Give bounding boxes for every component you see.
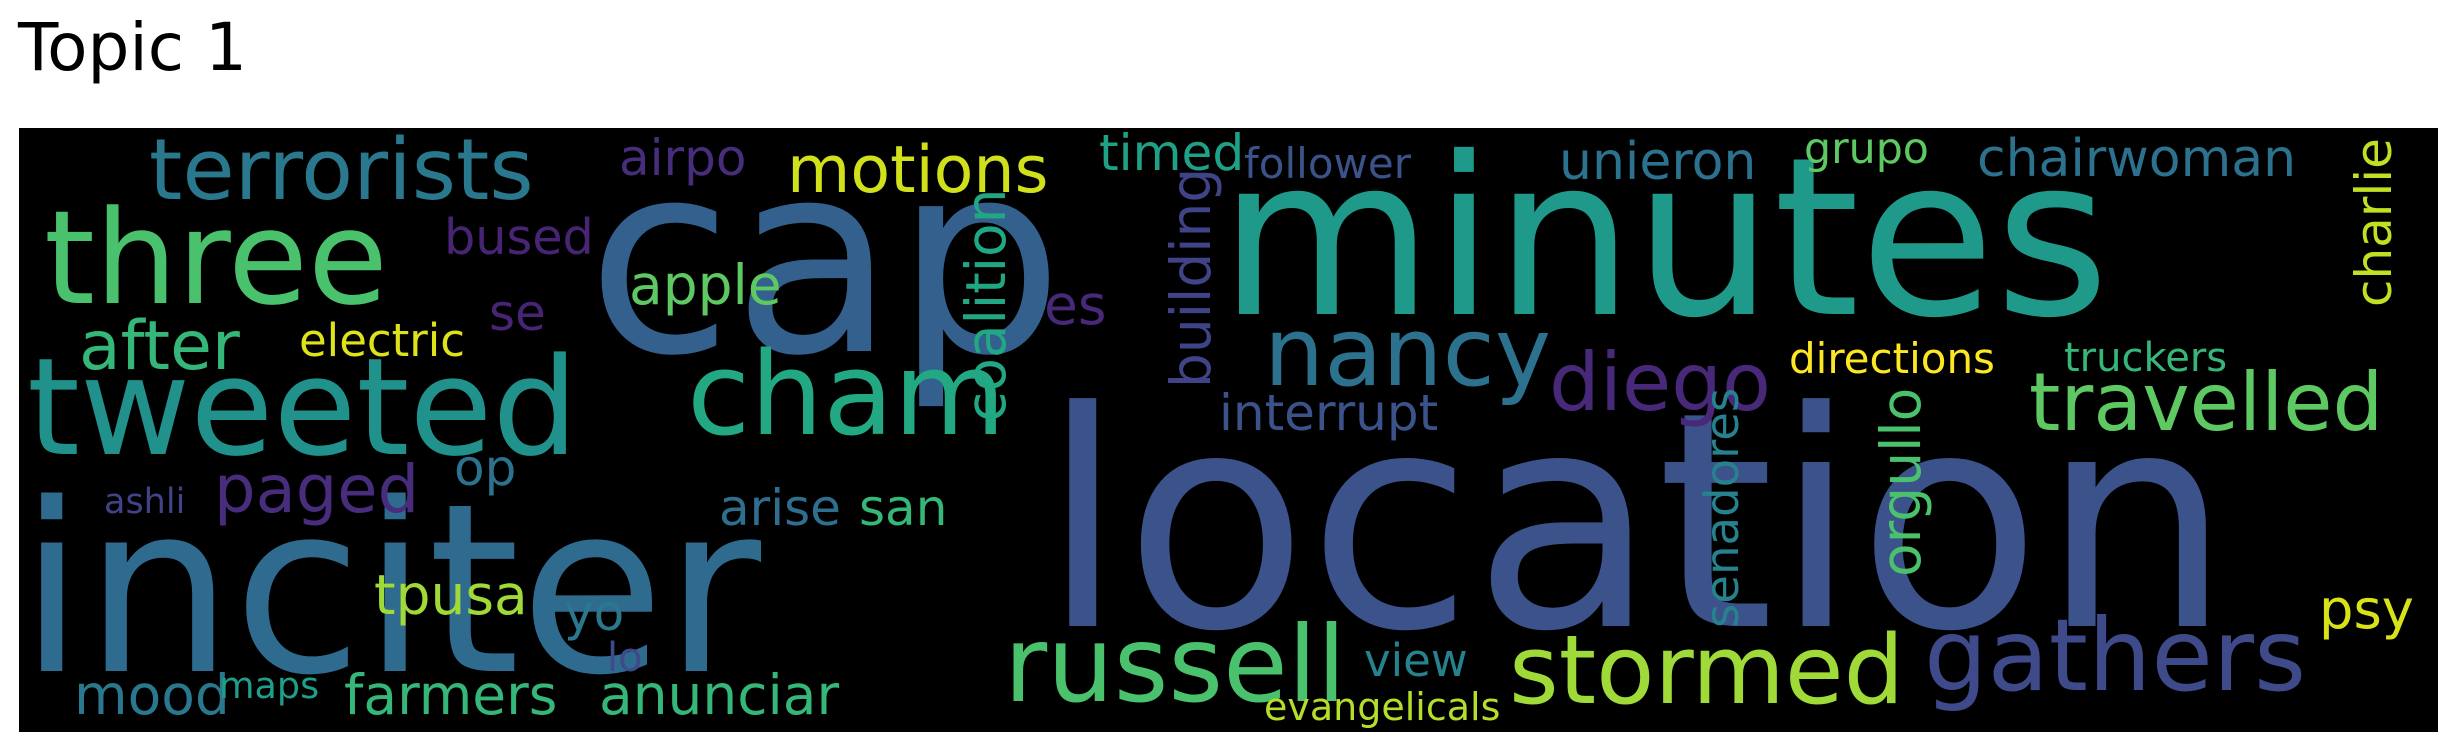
word-apple: apple xyxy=(629,253,782,317)
word-truckers: truckers xyxy=(2064,335,2228,381)
word-cham: cham xyxy=(687,328,1006,462)
word-gathers: gathers xyxy=(1924,597,2307,714)
word-travelled: travelled xyxy=(2029,356,2384,449)
word-anunciar: anunciar xyxy=(599,663,840,727)
word-tpusa: tpusa xyxy=(374,563,528,627)
word-es: es xyxy=(1044,273,1107,337)
word-cap: cap xyxy=(587,128,1064,414)
word-psy: psy xyxy=(2319,578,2414,641)
word-op: op xyxy=(454,439,517,497)
word-three: three xyxy=(44,182,388,334)
word-after: after xyxy=(79,307,240,386)
word-directions: directions xyxy=(1789,334,1995,383)
word-san: san xyxy=(859,479,948,537)
word-building: building xyxy=(1159,167,1223,388)
word-chairwoman: chairwoman xyxy=(1977,129,2297,189)
word-maps: maps xyxy=(219,664,320,707)
word-timed: timed xyxy=(1099,128,1245,182)
word-paged: paged xyxy=(214,452,420,528)
word-unieron: unieron xyxy=(1559,132,1757,192)
word-arise: arise xyxy=(719,479,841,537)
word-coalition: coalition xyxy=(954,188,1018,422)
word-mood: mood xyxy=(74,663,230,727)
word-bused: bused xyxy=(444,208,594,266)
word-location: location xyxy=(1041,348,2232,697)
word-view: view xyxy=(1364,634,1468,687)
word-evangelicals: evangelicals xyxy=(1264,685,1501,729)
word-terrorists: terrorists xyxy=(149,128,534,220)
word-motions: motions xyxy=(787,133,1049,208)
word-russell: russell xyxy=(1004,604,1347,726)
word-farmers: farmers xyxy=(344,663,558,727)
word-tweeted: tweeted xyxy=(27,329,579,486)
word-airpo: airpo xyxy=(619,129,747,187)
word-lo: lo xyxy=(607,635,643,681)
word-senadores: senadores xyxy=(1695,387,1749,628)
word-interrupt: interrupt xyxy=(1219,384,1439,442)
word-orgullo: orgullo xyxy=(1869,387,1933,577)
word-minutes: minutes xyxy=(1219,128,2110,366)
word-follower: follower xyxy=(1244,139,1411,188)
word-stormed: stormed xyxy=(1509,615,1905,726)
word-diego: diego xyxy=(1549,336,1771,429)
word-grupo: grupo xyxy=(1804,128,1929,174)
word-se: se xyxy=(489,284,546,342)
word-electric: electric xyxy=(299,314,466,367)
word-cloud: cap minutes location inciter three tweet… xyxy=(19,128,2438,732)
word-nancy: nancy xyxy=(1264,298,1552,408)
word-yo: yo xyxy=(564,584,625,642)
page-title: Topic 1 xyxy=(18,9,247,86)
word-charlie: charlie xyxy=(2345,138,2403,307)
word-inciter: inciter xyxy=(19,454,762,727)
word-ashli: ashli xyxy=(104,482,186,522)
